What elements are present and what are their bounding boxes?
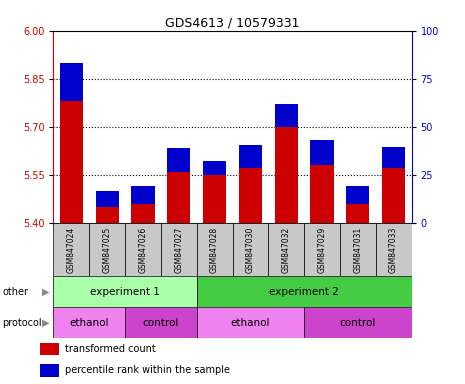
Bar bbox=[340, 223, 376, 276]
Text: GSM847031: GSM847031 bbox=[353, 227, 362, 273]
Bar bbox=[53, 276, 197, 307]
Title: GDS4613 / 10579331: GDS4613 / 10579331 bbox=[165, 17, 300, 30]
Text: other: other bbox=[2, 287, 28, 297]
Bar bbox=[53, 307, 125, 338]
Text: experiment 2: experiment 2 bbox=[269, 287, 339, 297]
Bar bbox=[60, 101, 83, 223]
Bar bbox=[167, 172, 191, 223]
Bar bbox=[310, 165, 334, 223]
Bar bbox=[239, 168, 262, 223]
Bar bbox=[346, 186, 370, 204]
Bar bbox=[167, 149, 191, 172]
Text: GSM847029: GSM847029 bbox=[318, 227, 326, 273]
Bar bbox=[304, 307, 412, 338]
Bar bbox=[95, 207, 119, 223]
Bar bbox=[197, 276, 412, 307]
Text: GSM847026: GSM847026 bbox=[139, 227, 147, 273]
Bar bbox=[161, 223, 197, 276]
Bar bbox=[310, 140, 334, 165]
Text: ethanol: ethanol bbox=[231, 318, 270, 328]
Text: GSM847033: GSM847033 bbox=[389, 227, 398, 273]
Text: control: control bbox=[339, 318, 376, 328]
Text: GSM847024: GSM847024 bbox=[67, 227, 76, 273]
Bar bbox=[60, 63, 83, 101]
Bar bbox=[125, 307, 197, 338]
Text: ▶: ▶ bbox=[42, 287, 49, 297]
Bar bbox=[125, 223, 161, 276]
Bar bbox=[53, 223, 89, 276]
Bar bbox=[382, 168, 405, 223]
Bar bbox=[203, 175, 226, 223]
Text: GSM847027: GSM847027 bbox=[174, 227, 183, 273]
Bar bbox=[40, 343, 59, 356]
Text: experiment 1: experiment 1 bbox=[90, 287, 160, 297]
Text: transformed count: transformed count bbox=[65, 344, 156, 354]
Bar bbox=[304, 223, 340, 276]
Text: protocol: protocol bbox=[2, 318, 42, 328]
Bar bbox=[131, 204, 155, 223]
Bar bbox=[268, 223, 304, 276]
Bar bbox=[40, 364, 59, 377]
Bar bbox=[274, 127, 298, 223]
Bar bbox=[232, 223, 268, 276]
Bar bbox=[382, 147, 405, 168]
Bar bbox=[274, 104, 298, 127]
Text: percentile rank within the sample: percentile rank within the sample bbox=[65, 365, 230, 375]
Text: GSM847030: GSM847030 bbox=[246, 227, 255, 273]
Text: GSM847025: GSM847025 bbox=[103, 227, 112, 273]
Bar bbox=[203, 161, 226, 175]
Text: GSM847028: GSM847028 bbox=[210, 227, 219, 273]
Bar bbox=[346, 204, 370, 223]
Bar bbox=[89, 223, 125, 276]
Bar bbox=[131, 186, 155, 204]
Text: GSM847032: GSM847032 bbox=[282, 227, 291, 273]
Bar bbox=[197, 307, 304, 338]
Text: control: control bbox=[143, 318, 179, 328]
Bar bbox=[376, 223, 412, 276]
Bar bbox=[95, 191, 119, 207]
Text: ethanol: ethanol bbox=[70, 318, 109, 328]
Bar bbox=[197, 223, 232, 276]
Bar bbox=[239, 145, 262, 168]
Text: ▶: ▶ bbox=[42, 318, 49, 328]
